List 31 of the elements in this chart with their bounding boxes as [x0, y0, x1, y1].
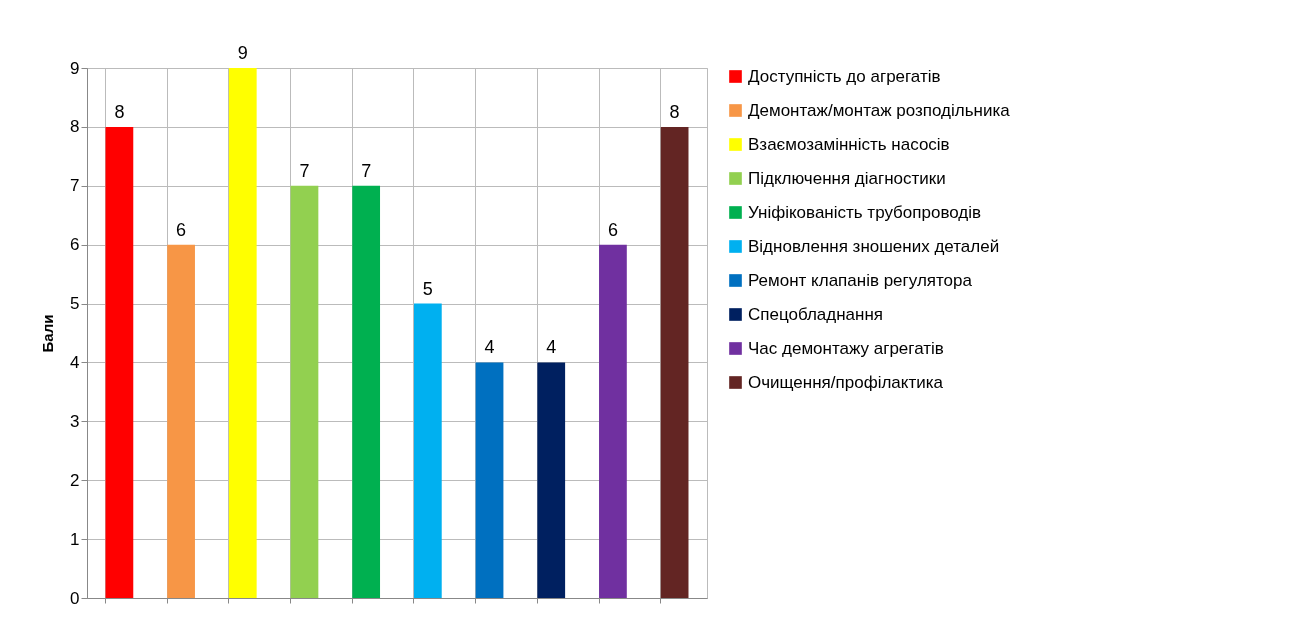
data-label: 6 [176, 219, 187, 240]
legend-label: Уніфікованість трубопроводів [748, 202, 982, 222]
legend-label: Час демонтажу агрегатів [748, 338, 944, 358]
y-axis-title: Бали [39, 314, 57, 353]
legend-label: Очищення/профілактика [748, 372, 944, 392]
legend-label: Відновлення зношених деталей [748, 236, 1000, 256]
legend-label: Доступність до агрегатів [748, 66, 941, 86]
legend-label: Взаємозамінність насосів [748, 134, 950, 154]
y-tick-label: 3 [70, 411, 80, 431]
data-label: 4 [484, 337, 495, 358]
data-label: 6 [607, 219, 618, 240]
y-tick-label: 5 [70, 294, 80, 314]
data-label: 7 [361, 160, 372, 181]
legend-label: Підключення діагностики [748, 168, 946, 188]
y-tick-label: 0 [70, 588, 80, 608]
y-tick-label: 1 [70, 529, 80, 549]
data-label: 8 [114, 101, 125, 122]
legend-label: Спецобладнання [748, 304, 884, 324]
legend-label: Ремонт клапанів регулятора [748, 270, 973, 290]
legend-label: Демонтаж/монтаж розподільника [748, 100, 1011, 120]
y-tick-label: 2 [70, 470, 80, 490]
data-label: 5 [422, 278, 433, 299]
data-label: 9 [237, 43, 248, 63]
y-tick-label: 6 [70, 235, 80, 255]
y-tick-label: 4 [70, 352, 80, 372]
y-tick-label: 9 [70, 58, 80, 78]
data-label: 4 [546, 337, 557, 358]
y-tick-label: 7 [70, 176, 80, 196]
y-tick-label: 8 [70, 117, 80, 137]
data-label: 7 [299, 160, 310, 181]
data-label: 8 [669, 101, 680, 122]
